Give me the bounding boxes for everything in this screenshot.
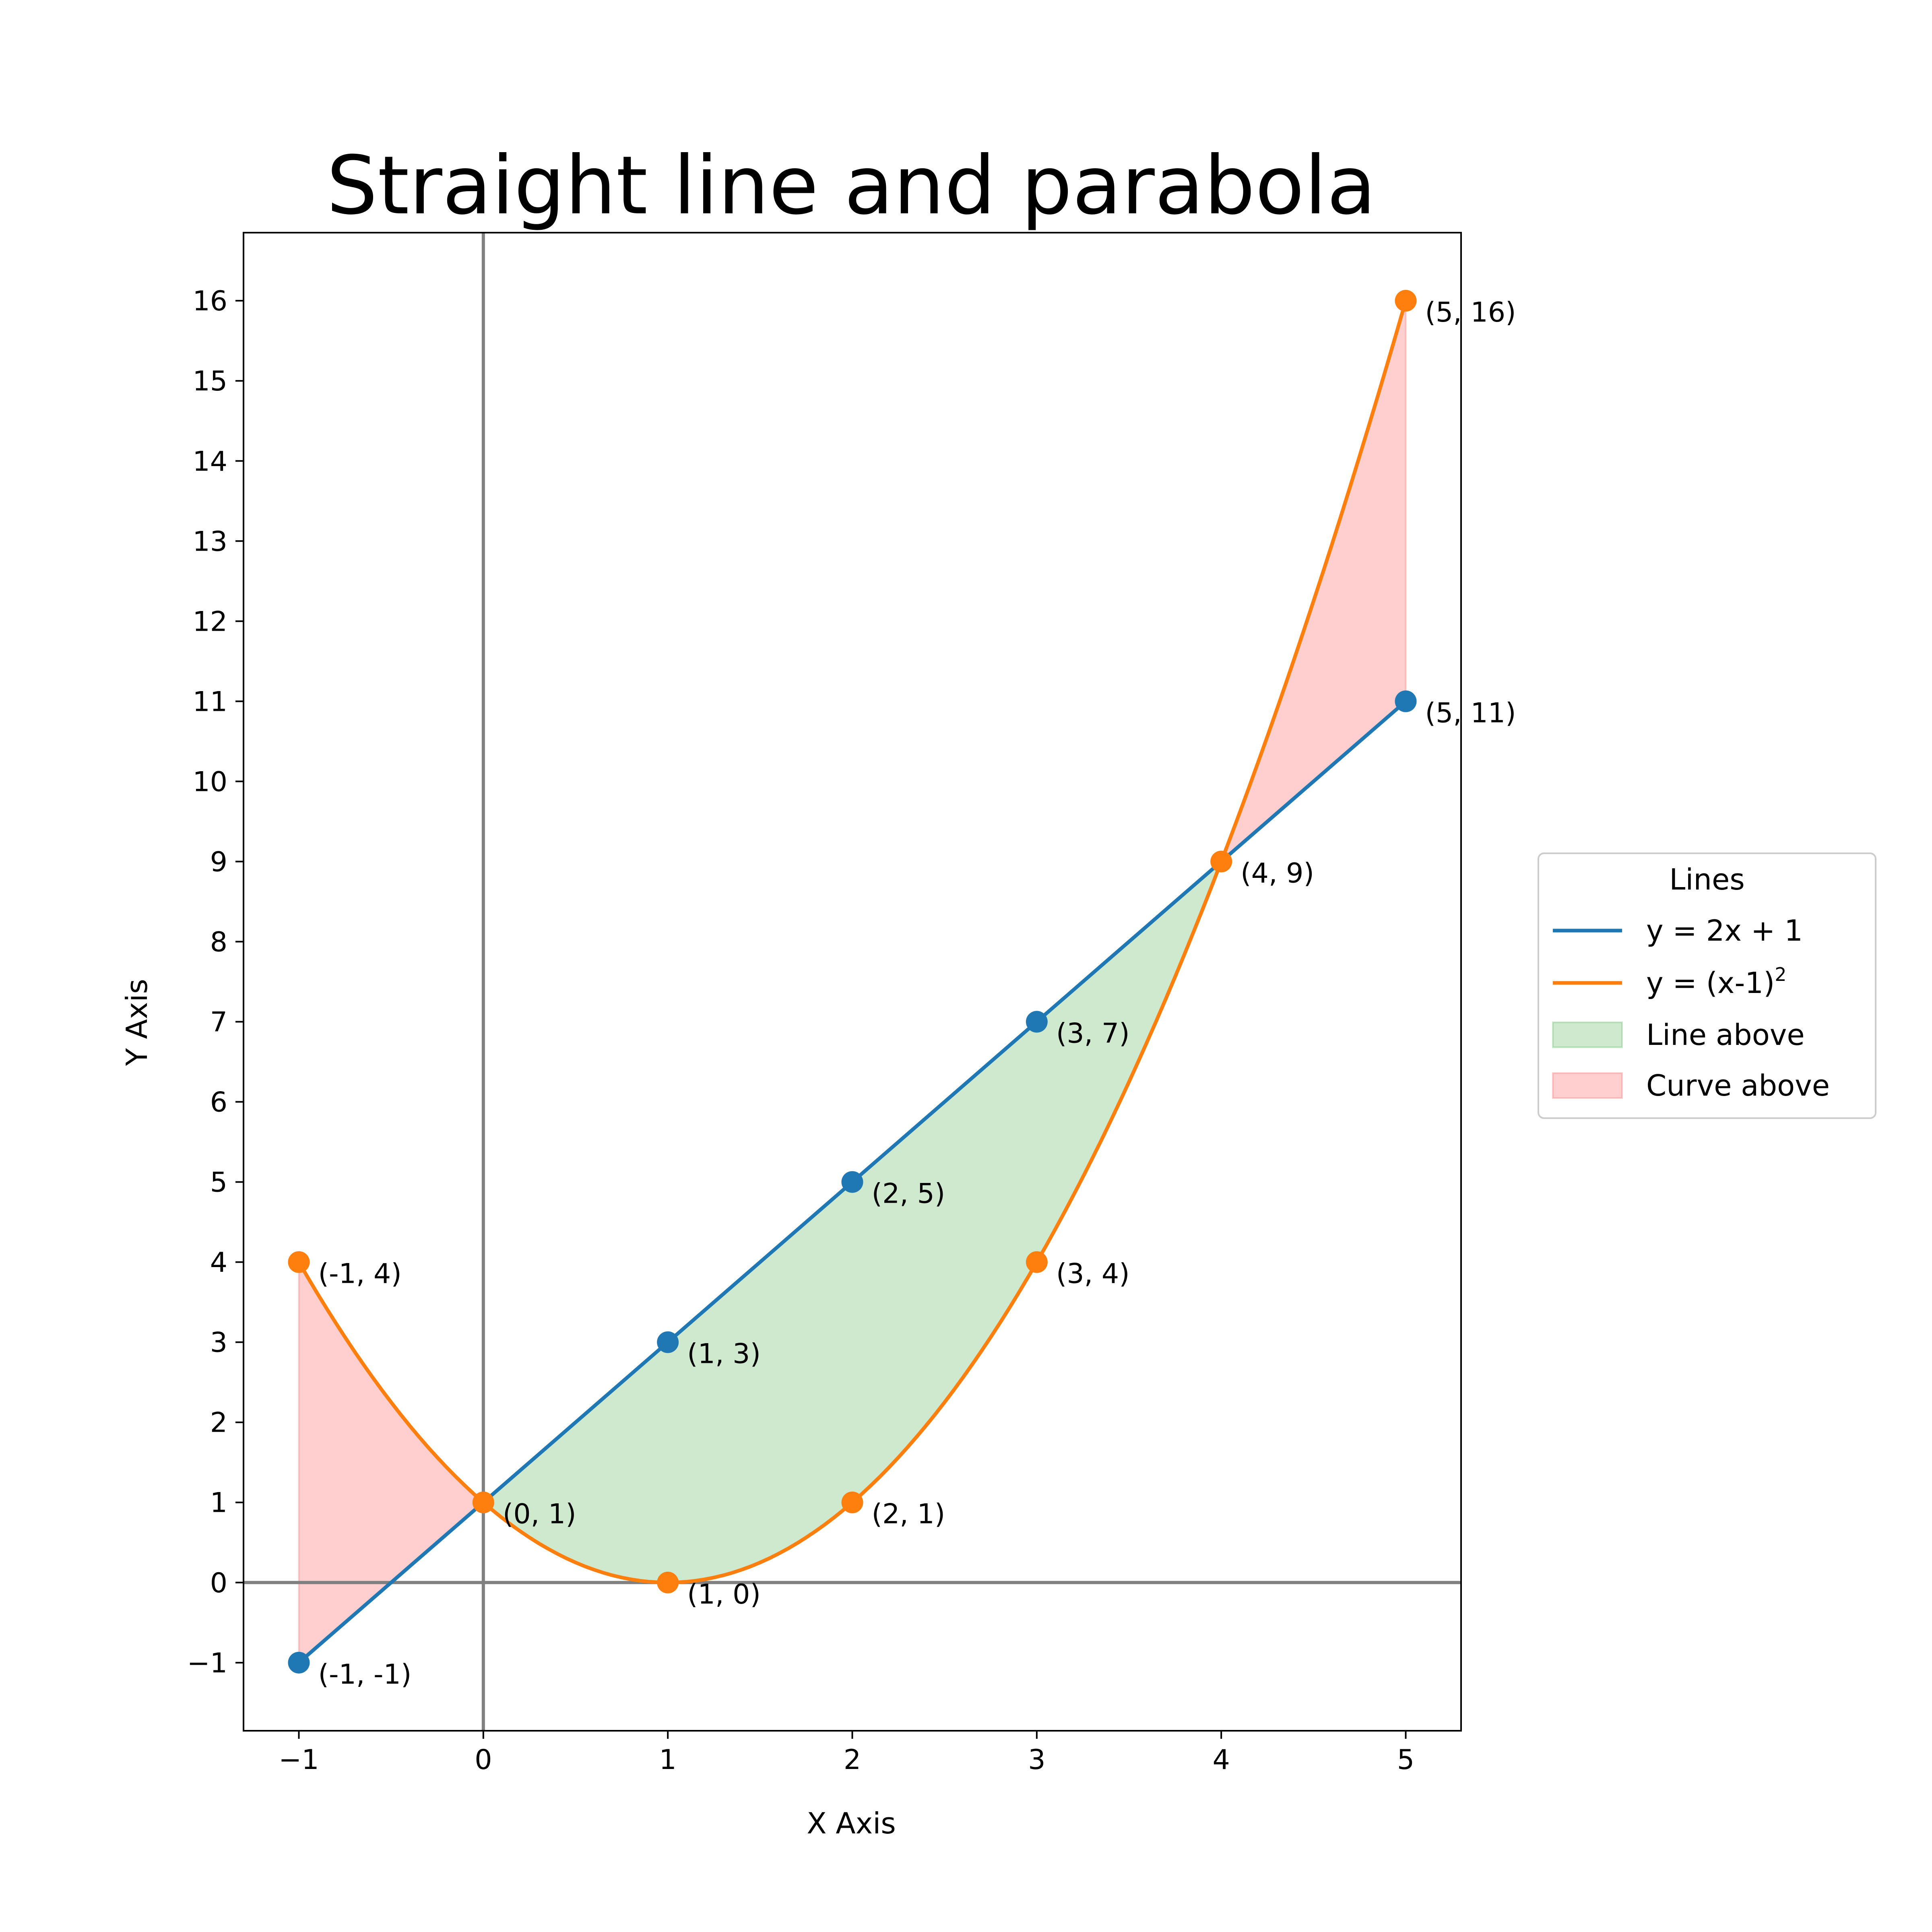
y-tick-label: 0 (210, 1567, 227, 1599)
data-point-label: (2, 5) (872, 1178, 945, 1210)
chart-title: Straight line and parabola (326, 139, 1376, 233)
data-point-label: (3, 7) (1056, 1018, 1130, 1050)
y-tick-label: 1 (210, 1487, 227, 1519)
y-tick-label: 9 (210, 846, 227, 878)
data-point (288, 1251, 310, 1273)
reference-lines (244, 233, 1461, 1731)
y-tick-label: 15 (192, 365, 227, 397)
data-point (841, 1491, 863, 1513)
data-point-label: (-1, -1) (318, 1659, 412, 1690)
data-point-label: (5, 16) (1425, 297, 1516, 328)
legend-entry-line-above: Line above (1646, 1018, 1805, 1052)
legend: Lines y = 2x + 1 y = (x-1)2 Line above C… (1538, 852, 1876, 1119)
data-point-label: (3, 4) (1056, 1258, 1130, 1290)
data-markers (288, 290, 1417, 1674)
data-point (657, 1571, 679, 1593)
x-tick-label: 1 (659, 1744, 677, 1776)
data-point (472, 1491, 494, 1513)
y-tick-label: 3 (210, 1327, 227, 1359)
data-point (1026, 1011, 1048, 1033)
x-axis-ticks: −1 0 1 2 3 4 5 (279, 1731, 1414, 1776)
y-tick-label: 4 (210, 1247, 227, 1279)
data-point-label: (5, 11) (1425, 697, 1516, 729)
legend-title: Lines (1669, 863, 1745, 896)
y-tick-label: 16 (192, 285, 227, 317)
y-tick-label: 2 (210, 1407, 227, 1439)
y-tick-label: 13 (192, 526, 227, 557)
data-point-label: (4, 9) (1241, 857, 1314, 889)
data-point (288, 1651, 310, 1674)
data-point-label: (0, 1) (503, 1499, 576, 1530)
legend-entry-parabola: y = (x-1)2 (1646, 964, 1787, 1000)
x-tick-label: 4 (1213, 1744, 1230, 1776)
y-axis-label: Y Axis (120, 979, 154, 1066)
y-tick-label: 8 (210, 926, 227, 958)
data-point (841, 1171, 863, 1193)
data-point-label: (1, 3) (687, 1338, 761, 1370)
y-tick-label: 14 (192, 446, 227, 477)
data-point (1395, 290, 1417, 312)
data-point-label: (-1, 4) (318, 1258, 402, 1290)
y-tick-label: 12 (192, 606, 227, 638)
legend-line-above-swatch (1552, 1022, 1623, 1048)
point-labels: (-1, -1) (1, 3) (2, 5) (3, 7) (5, 11) (-1, 4)… (318, 297, 1516, 1690)
x-tick-label: 0 (475, 1744, 492, 1776)
x-tick-label: −1 (279, 1744, 319, 1776)
x-tick-label: 3 (1028, 1744, 1045, 1776)
data-point (1395, 690, 1417, 712)
x-axis-label: X Axis (807, 1806, 896, 1840)
legend-curve-above-swatch (1552, 1072, 1623, 1099)
data-point-label: (2, 1) (872, 1499, 945, 1530)
data-point (1026, 1251, 1048, 1273)
y-tick-label: 10 (192, 766, 227, 798)
data-point (657, 1331, 679, 1353)
y-tick-label: −1 (187, 1647, 227, 1679)
legend-box (1538, 852, 1876, 1119)
data-point-label: (1, 0) (687, 1579, 761, 1610)
x-tick-label: 5 (1397, 1744, 1414, 1776)
y-tick-label: 5 (210, 1167, 227, 1199)
y-tick-label: 11 (192, 686, 227, 718)
y-tick-label: 6 (210, 1087, 227, 1119)
x-tick-label: 2 (844, 1744, 861, 1776)
y-tick-label: 7 (210, 1007, 227, 1038)
legend-entry-curve-above: Curve above (1646, 1069, 1830, 1102)
legend-entry-line: y = 2x + 1 (1646, 914, 1803, 947)
data-point (1210, 850, 1232, 873)
